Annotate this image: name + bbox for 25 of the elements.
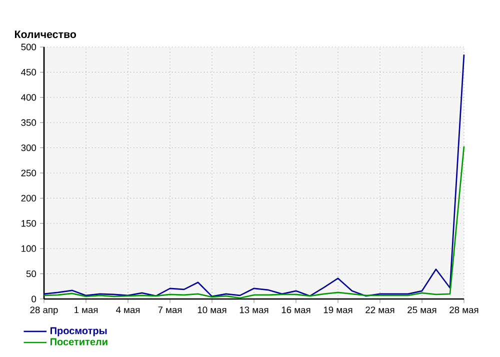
y-tick-label: 50 [26,270,36,278]
x-tick-label: 22 мая [366,306,394,314]
x-tick-label: 28 апр [30,306,58,316]
y-tick-label: 250 [21,170,36,176]
y-tick-label: 200 [21,194,36,202]
x-tick-label: 28 мая [450,306,478,314]
x-tick-label: 7 мая [158,306,182,314]
x-tick-label: 10 мая [198,306,226,314]
y-tick-label: 300 [21,144,36,152]
y-tick-label: 0 [32,296,36,302]
x-tick-label: 19 мая [324,306,352,314]
x-tick-label: 1 мая [74,306,98,314]
y-tick-label: 500 [21,44,36,50]
y-tick-label: 350 [21,119,36,126]
y-tick-label: 450 [21,68,36,76]
legend-label: Посетители [50,338,108,346]
legend-label: Просмотры [50,327,107,336]
x-tick-label: 16 мая [282,306,310,314]
y-tick-label: 150 [22,220,36,227]
x-tick-label: 13 мая [240,306,268,314]
x-tick-label: 4 мая [116,306,140,314]
y-tick-label: 100 [22,245,36,252]
y-tick-label: 400 [21,94,36,101]
x-tick-label: 25 мая [408,306,436,314]
y-axis-title: Количество [14,30,76,38]
